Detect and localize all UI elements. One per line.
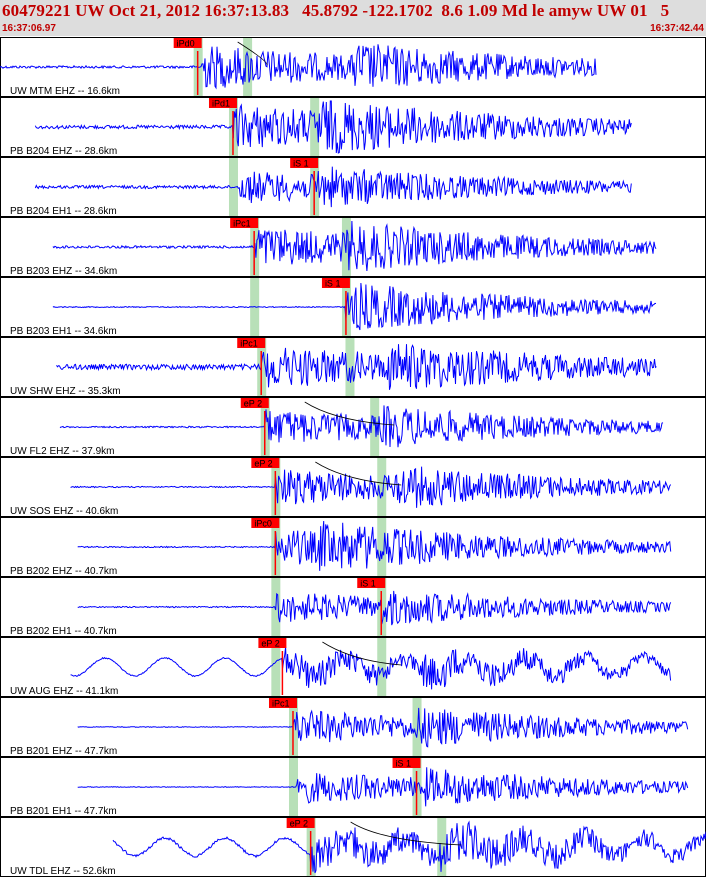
pick-label-box [230, 218, 259, 228]
station-row: iPd0 UW MTM EHZ -- 16.6km [0, 37, 706, 97]
pick-label: iPc1 [272, 699, 290, 709]
waveform-trace [59, 405, 664, 448]
station-label: PB B203 EHZ -- 34.6km [10, 266, 117, 277]
time-end-label: 16:37:42.44 [650, 23, 704, 34]
pick-label-box [290, 158, 319, 168]
pick-label: iPd0 [177, 39, 195, 49]
pick-label: iPc1 [240, 339, 258, 349]
pick-label-box [392, 758, 421, 768]
station-label: UW TDL EHZ -- 52.6km [10, 866, 116, 877]
phase-window-band [377, 518, 387, 576]
time-start-label: 16:37:06.97 [2, 23, 56, 34]
pick-label: iS 1 [325, 279, 341, 289]
pick-label-box [321, 278, 350, 288]
station-row: eP 2 UW SOS EHZ -- 40.6km [0, 457, 706, 517]
waveform-trace [77, 707, 689, 748]
station-label: UW SOS EHZ -- 40.6km [10, 506, 118, 517]
station-label: PB B203 EH1 -- 34.6km [10, 326, 117, 337]
pick-label-box [240, 398, 269, 408]
pick-label-box [258, 638, 287, 648]
station-label: PB B204 EH1 -- 28.6km [10, 206, 117, 217]
pick-label-box [251, 458, 280, 468]
pick-label: iPc0 [254, 519, 272, 529]
station-row: iPd1 PB B204 EHZ -- 28.6km [0, 97, 706, 157]
station-row: eP 2 UW FL2 EHZ -- 37.9km [0, 397, 706, 457]
station-label: UW FL2 EHZ -- 37.9km [10, 446, 114, 457]
phase-window-band [377, 458, 387, 516]
station-label: PB B201 EH1 -- 47.7km [10, 806, 117, 817]
theoretical-arrival-curve [304, 401, 395, 426]
waveform-trace [77, 767, 689, 807]
pick-label-box [237, 338, 266, 348]
event-header: 60479221 UW Oct 21, 2012 16:37:13.83 45.… [0, 0, 706, 36]
phase-window-band [243, 38, 253, 96]
pick-label: eP 2 [254, 459, 272, 469]
phase-window-band [412, 698, 422, 756]
phase-window-band [271, 638, 281, 696]
station-label: UW AUG EHZ -- 41.1km [10, 686, 118, 697]
pick-label: eP 2 [290, 819, 308, 829]
event-title: 60479221 UW Oct 21, 2012 16:37:13.83 45.… [2, 1, 670, 20]
station-row: iPc0 PB B202 EHZ -- 40.7km [0, 517, 706, 577]
station-row: iPc1 PB B201 EHZ -- 47.7km [0, 697, 706, 757]
station-row: eP 2 UW TDL EHZ -- 52.6km [0, 817, 706, 877]
pick-label: eP 2 [244, 399, 262, 409]
seismogram-panel: iPd0 UW MTM EHZ -- 16.6km iPd1 PB B204 EHZ … [0, 37, 706, 877]
pick-label-box [173, 38, 202, 48]
pick-label-box [286, 818, 315, 828]
pick-label-box [208, 98, 237, 108]
station-label: PB B204 EHZ -- 28.6km [10, 146, 117, 157]
waveform-trace [34, 166, 632, 208]
pick-label: iS 1 [396, 759, 412, 769]
station-row: iPc1 PB B203 EHZ -- 34.6km [0, 217, 706, 277]
pick-label-box [357, 578, 386, 588]
pick-label: iS 1 [360, 579, 376, 589]
theoretical-arrival-curve [322, 641, 402, 666]
pick-label: iS 1 [293, 159, 309, 169]
station-row: eP 2 UW AUG EHZ -- 41.1km [0, 637, 706, 697]
station-row: iS 1 PB B201 EH1 -- 47.7km [0, 757, 706, 817]
theoretical-arrival-curve [350, 821, 462, 846]
phase-window-band [310, 98, 320, 156]
waveform-trace [52, 282, 657, 331]
waveform-trace [70, 466, 672, 508]
waveform-trace [70, 646, 672, 690]
station-label: PB B202 EH1 -- 40.7km [10, 626, 117, 637]
waveform-trace [34, 100, 632, 154]
station-row: iS 1 PB B204 EH1 -- 28.6km [0, 157, 706, 217]
station-row: iPc1 UW SHW EHZ -- 35.3km [0, 337, 706, 397]
station-row: iS 1 PB B202 EH1 -- 40.7km [0, 577, 706, 637]
waveform-trace [77, 590, 672, 626]
pick-label-box [268, 698, 297, 708]
waveform-trace [112, 820, 706, 874]
station-row: iS 1 PB B203 EH1 -- 34.6km [0, 277, 706, 337]
waveform-trace [77, 520, 672, 571]
theoretical-arrival-curve [315, 461, 402, 486]
phase-window-band [370, 398, 380, 456]
station-label: PB B201 EHZ -- 47.7km [10, 746, 117, 757]
station-label: UW SHW EHZ -- 35.3km [10, 386, 121, 397]
waveform-trace [0, 44, 597, 90]
waveform-trace [52, 220, 657, 272]
pick-label: eP 2 [261, 639, 279, 649]
phase-window-band [345, 338, 355, 396]
theoretical-arrival-curve [237, 41, 268, 66]
station-label: UW MTM EHZ -- 16.6km [10, 86, 120, 97]
station-label: PB B202 EHZ -- 40.7km [10, 566, 117, 577]
pick-label-box [251, 518, 280, 528]
pick-label: iPd1 [212, 99, 230, 109]
waveform-trace [56, 344, 657, 390]
phase-window-band [437, 818, 447, 876]
pick-label: iPc1 [233, 219, 251, 229]
phase-window-band [377, 638, 387, 696]
